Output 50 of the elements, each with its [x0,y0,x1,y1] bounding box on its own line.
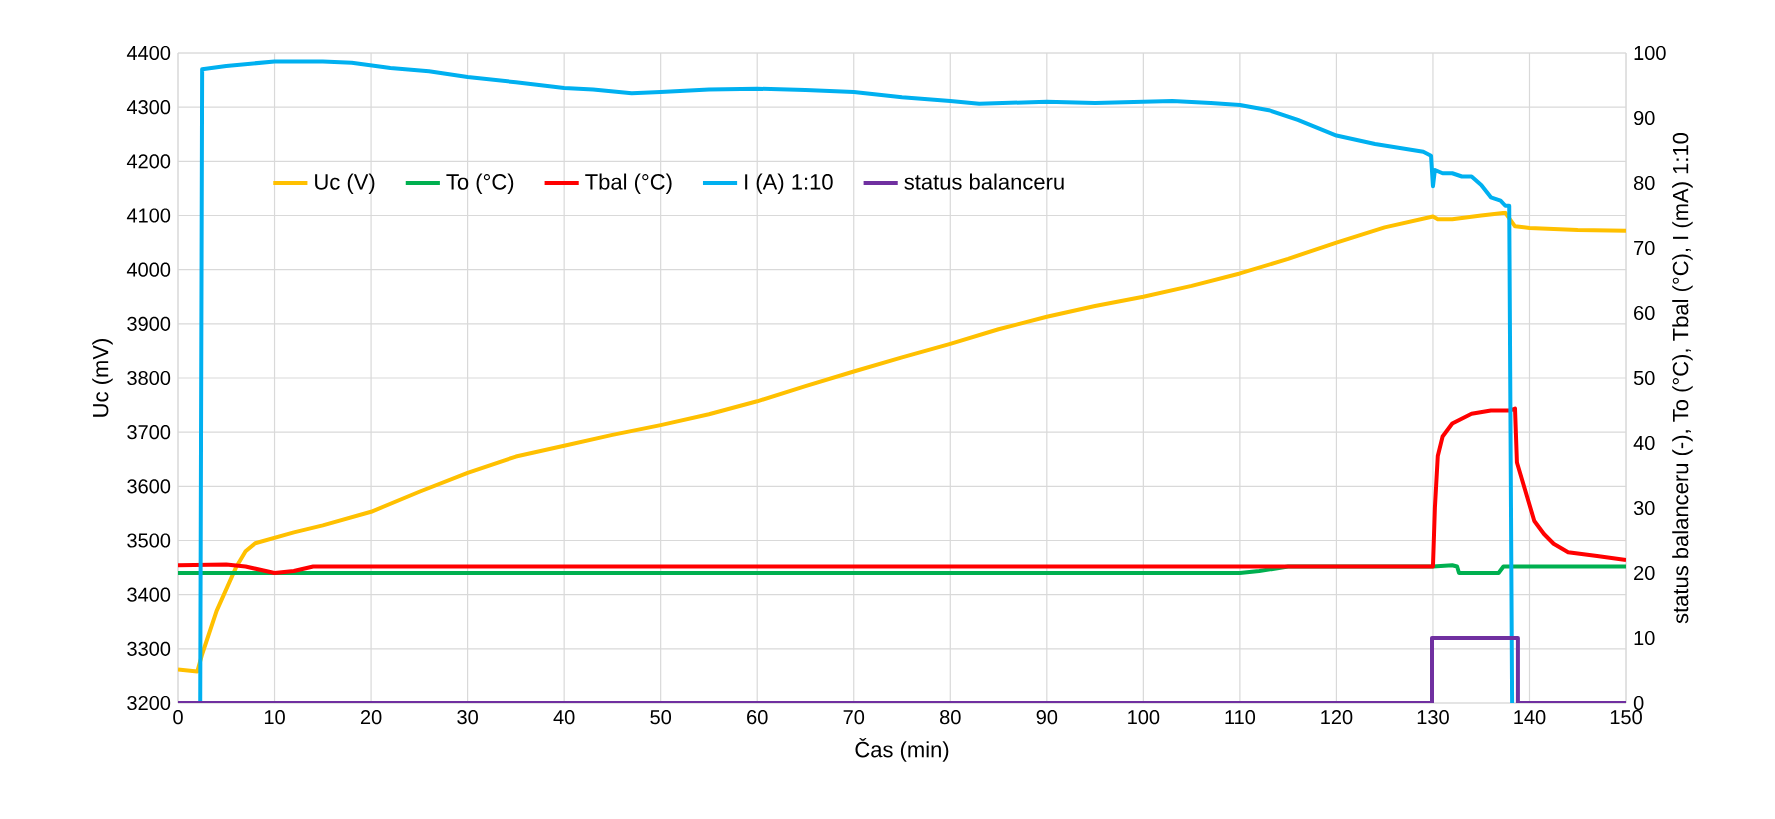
x-tick-label: 0 [173,710,183,725]
y2-axis-title: status balanceru (-), To (°C), Tbal (°C), I (mA) 1:10 [1672,132,1693,624]
y-tick-label: 4100 [126,208,171,223]
y-tick-label: 3700 [127,425,171,440]
x-tick-label: 120 [1321,710,1353,725]
y2-tick-label: 70 [1634,240,1655,256]
y2-tick-label: 80 [1633,175,1655,191]
y-tick-label: 4200 [126,154,171,169]
y-tick-label: 3600 [127,479,171,494]
x-tick-label: 50 [650,710,672,725]
y2-tick-label: 20 [1634,565,1655,581]
y-tick-label: 3300 [127,641,171,656]
y2-tick-label: 50 [1633,370,1655,386]
y2-tick-label: 0 [1633,695,1644,711]
y2-tick-label: 90 [1634,110,1655,126]
line-series [178,406,1627,575]
x-tick-label: 130 [1417,710,1449,725]
y2-tick-label: 100 [1634,45,1666,61]
legend-label: Tbal (°C) [585,173,672,195]
x-tick-label: 140 [1514,710,1546,725]
legend-label: status balanceru [904,173,1064,190]
y2-tick-label: 10 [1634,630,1655,646]
x-tick-label: 60 [747,710,768,725]
y-tick-label: 3200 [127,695,171,711]
x-tick-label: 110 [1225,710,1256,725]
x-tick-label: 150 [1610,710,1642,725]
x-tick-label: 40 [553,710,575,725]
y-tick-label: 4000 [126,262,171,277]
x-tick-label: 100 [1128,710,1160,725]
y2-tick-label: 60 [1634,305,1655,321]
y-tick-label: 4300 [126,100,171,115]
x-tick-label: 30 [457,710,478,725]
legend-label: I (A) 1:10 [745,173,833,195]
x-axis-title: Čas (min) [855,737,949,762]
x-tick-label: 10 [264,710,285,725]
y-tick-label: 3900 [127,316,171,331]
x-tick-label: 20 [360,710,382,725]
y-tick-label: 3400 [127,587,171,602]
x-tick-label: 70 [843,710,865,725]
x-tick-label: 80 [940,710,961,725]
y-axis-title: Uc (mV) [92,339,113,417]
legend-label: To (°C) [446,173,514,195]
y-tick-label: 3800 [127,370,171,386]
x-tick-label: 90 [1036,710,1058,725]
y2-tick-label: 40 [1633,435,1655,451]
y2-tick-label: 30 [1633,500,1655,516]
y-tick-label: 3500 [127,533,171,548]
line-series [198,59,1515,703]
y-tick-label: 4400 [126,45,171,61]
legend-label: Uc (V) [315,173,375,195]
